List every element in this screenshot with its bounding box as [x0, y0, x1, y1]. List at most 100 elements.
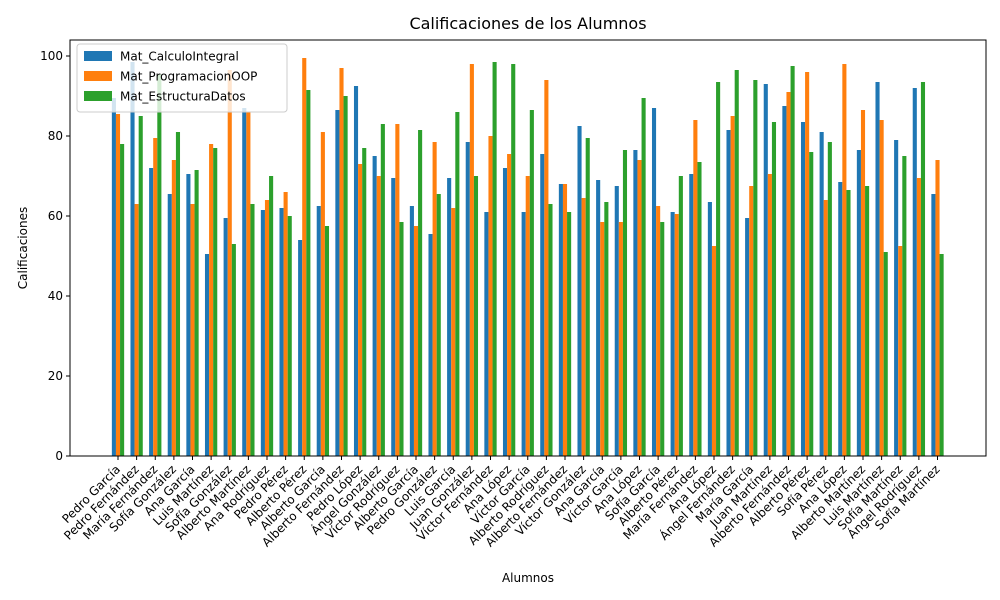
bar-Mat_EstructuraDatos-44: [939, 254, 944, 456]
bar-Mat_ProgramacionOOP-27: [618, 222, 623, 456]
bar-Mat_EstructuraDatos-31: [697, 162, 702, 456]
bar-Mat_EstructuraDatos-38: [827, 142, 832, 456]
bar-Mat_EstructuraDatos-20: [492, 62, 497, 456]
bar-Mat_ProgramacionOOP-21: [507, 154, 512, 456]
bar-Mat_ProgramacionOOP-25: [581, 198, 586, 456]
bar-Mat_ProgramacionOOP-29: [656, 206, 661, 456]
bar-Mat_EstructuraDatos-3: [175, 132, 181, 456]
bar-Mat_ProgramacionOOP-28: [637, 160, 642, 456]
y-tick-label: 100: [40, 49, 63, 63]
legend-box: [76, 43, 288, 113]
bar-Mat_ProgramacionOOP-1: [134, 204, 139, 456]
bar-Mat_CalculoIntegral-41: [875, 82, 880, 456]
bar-Mat_CalculoIntegral-13: [353, 86, 359, 456]
bar-Mat_ProgramacionOOP-42: [898, 246, 903, 456]
bar-Mat_CalculoIntegral-10: [298, 240, 303, 456]
bar-Mat_ProgramacionOOP-41: [879, 120, 884, 456]
bar-Mat_CalculoIntegral-5: [204, 254, 210, 456]
bar-Mat_ProgramacionOOP-34: [749, 186, 754, 456]
bar-Mat_ProgramacionOOP-37: [805, 72, 810, 456]
bar-Mat_ProgramacionOOP-11: [320, 132, 325, 456]
bar-Mat_ProgramacionOOP-38: [823, 200, 828, 456]
bar-Mat_ProgramacionOOP-43: [916, 178, 921, 456]
bar-Mat_EstructuraDatos-12: [343, 96, 348, 456]
y-tick-label: 80: [48, 129, 63, 143]
bar-Mat_EstructuraDatos-19: [473, 176, 479, 456]
bar-Mat_CalculoIntegral-21: [502, 168, 508, 456]
bar-Mat_EstructuraDatos-30: [678, 176, 683, 456]
y-axis-label: Calificaciones: [16, 207, 30, 289]
bar-Mat_CalculoIntegral-0: [111, 98, 116, 456]
bar-Mat_ProgramacionOOP-14: [376, 176, 381, 456]
bar-Mat_ProgramacionOOP-35: [767, 174, 772, 456]
legend-label-Mat_ProgramacionOOP: Mat_ProgramacionOOP: [120, 70, 257, 84]
bar-Mat_EstructuraDatos-0: [120, 144, 125, 456]
bar-Mat_EstructuraDatos-29: [660, 222, 665, 456]
bar-Mat_EstructuraDatos-37: [809, 152, 814, 456]
bar-Mat_EstructuraDatos-11: [324, 226, 330, 456]
bar-Mat_EstructuraDatos-41: [883, 252, 888, 456]
bar-Mat_EstructuraDatos-42: [902, 156, 907, 456]
bar-Mat_CalculoIntegral-27: [614, 186, 619, 456]
bar-Mat_ProgramacionOOP-4: [190, 204, 195, 456]
bar-Mat_EstructuraDatos-21: [511, 64, 516, 456]
bar-Mat_EstructuraDatos-24: [567, 212, 572, 456]
bar-Mat_CalculoIntegral-32: [707, 202, 712, 456]
bar-Mat_EstructuraDatos-23: [548, 204, 553, 456]
y-axis: 0 20 40 60 80 100: [40, 49, 70, 463]
bar-Mat_EstructuraDatos-13: [362, 148, 367, 456]
bar-Mat_CalculoIntegral-43: [912, 88, 917, 456]
bar-Mat_EstructuraDatos-43: [920, 82, 926, 456]
bar-Mat_CalculoIntegral-17: [428, 234, 433, 456]
bar-Mat_ProgramacionOOP-44: [935, 160, 940, 456]
bar-Mat_CalculoIntegral-14: [372, 156, 377, 456]
bar-Mat_ProgramacionOOP-39: [842, 64, 847, 456]
bar-Mat_ProgramacionOOP-17: [432, 142, 437, 456]
bar-Mat_EstructuraDatos-28: [641, 98, 646, 456]
bar-Mat_EstructuraDatos-35: [771, 122, 777, 456]
bar-Mat_CalculoIntegral-37: [800, 122, 806, 456]
x-axis-label: Alumnos: [502, 571, 554, 585]
bar-Mat_EstructuraDatos-39: [846, 190, 851, 456]
bar-Mat_EstructuraDatos-6: [231, 244, 236, 456]
legend-swatch-Mat_ProgramacionOOP: [84, 71, 112, 81]
bar-Mat_EstructuraDatos-25: [585, 138, 590, 456]
bar-Mat_CalculoIntegral-36: [782, 106, 787, 456]
bar-Mat_ProgramacionOOP-9: [283, 192, 288, 456]
bar-Mat_ProgramacionOOP-15: [395, 124, 400, 456]
bar-Mat_ProgramacionOOP-16: [413, 226, 419, 456]
bar-Mat_ProgramacionOOP-30: [674, 214, 679, 456]
bar-Mat_ProgramacionOOP-23: [544, 80, 549, 456]
legend-label-Mat_EstructuraDatos: Mat_EstructuraDatos: [120, 90, 246, 104]
bar-Mat_EstructuraDatos-32: [716, 82, 721, 456]
bar-Mat_ProgramacionOOP-6: [227, 70, 232, 456]
bar-Mat_CalculoIntegral-24: [558, 184, 563, 456]
bar-Mat_EstructuraDatos-36: [790, 66, 795, 456]
bar-Mat_ProgramacionOOP-32: [711, 246, 717, 456]
chart-title: Calificaciones de los Alumnos: [409, 14, 646, 33]
bar-Mat_CalculoIntegral-11: [316, 206, 321, 456]
y-tick-label: 0: [55, 449, 63, 463]
bar-Mat_EstructuraDatos-17: [436, 194, 441, 456]
bar-Mat_CalculoIntegral-6: [223, 218, 228, 456]
bar-Mat_EstructuraDatos-9: [287, 216, 292, 456]
bar-Mat_ProgramacionOOP-31: [693, 120, 698, 456]
bar-Mat_CalculoIntegral-22: [521, 212, 526, 456]
bar-Mat_ProgramacionOOP-19: [469, 64, 474, 456]
bar-Mat_EstructuraDatos-26: [604, 202, 609, 456]
bar-Mat_CalculoIntegral-15: [391, 178, 396, 456]
bar-Mat_CalculoIntegral-23: [540, 154, 545, 456]
bar-Mat_ProgramacionOOP-8: [264, 200, 270, 456]
bar-Mat_CalculoIntegral-9: [279, 208, 284, 456]
bar-Mat_CalculoIntegral-1: [130, 62, 135, 456]
bar-Mat_CalculoIntegral-30: [670, 212, 675, 456]
bar-Mat_ProgramacionOOP-3: [171, 160, 176, 456]
bar-Mat_ProgramacionOOP-0: [115, 114, 121, 456]
bars-group: [111, 58, 944, 456]
bar-Mat_CalculoIntegral-19: [465, 142, 470, 456]
bar-Mat_ProgramacionOOP-18: [451, 208, 456, 456]
bar-Mat_CalculoIntegral-29: [651, 108, 657, 456]
bar-Mat_EstructuraDatos-1: [138, 116, 143, 456]
bar-Mat_CalculoIntegral-8: [260, 210, 265, 456]
